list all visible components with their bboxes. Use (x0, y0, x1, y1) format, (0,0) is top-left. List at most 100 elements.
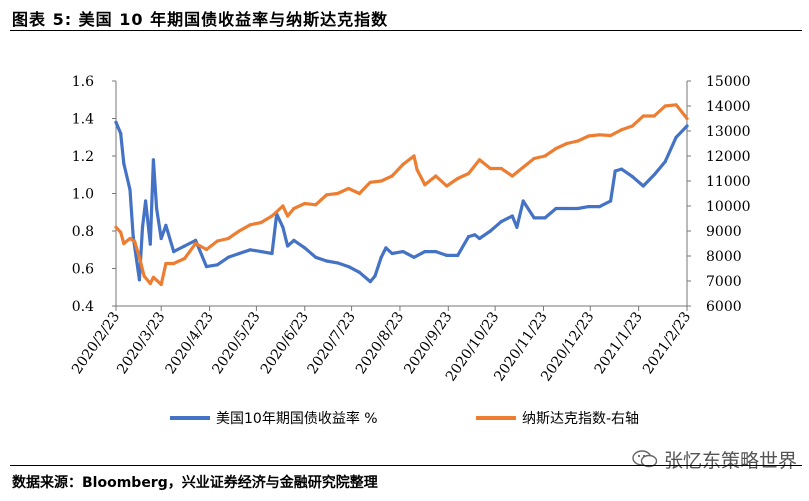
figure-title: 图表 5: 美国 10 年期国债收益率与纳斯达克指数 (12, 10, 389, 29)
data-point (368, 180, 372, 184)
data-point (159, 282, 163, 287)
data-point (215, 239, 219, 243)
data-point (685, 124, 689, 128)
data-point (515, 225, 519, 229)
y-tick-left-label: 0.4 (72, 299, 94, 315)
y-tick-right-label: 11000 (706, 174, 751, 190)
data-point (473, 233, 477, 237)
data-point (467, 235, 471, 239)
data-point (598, 205, 602, 209)
data-point (114, 225, 118, 229)
data-point (314, 203, 318, 207)
data-point (292, 206, 296, 211)
data-point (543, 154, 547, 158)
data-point (434, 250, 438, 254)
y-tick-right-label: 15000 (706, 74, 751, 90)
data-point (565, 206, 569, 211)
y-tick-right-label: 13000 (706, 124, 751, 140)
data-point (565, 141, 569, 146)
data-point (619, 128, 624, 132)
data-point (423, 183, 427, 187)
data-point (119, 131, 123, 136)
watermark: 张忆东策略世界 (632, 446, 797, 473)
data-point (423, 250, 427, 254)
axes: 0.4 0.6 0.8 1.0 1.2 1.4 1.6 6000 7000 8000 9000 100… (69, 74, 751, 384)
data-point (215, 263, 219, 267)
series-us10y (114, 120, 689, 284)
data-point (237, 229, 241, 233)
y-tick-right-label: 9000 (706, 224, 742, 240)
data-point (151, 158, 155, 162)
data-point (415, 168, 419, 172)
y-tick-right-label: 7000 (706, 274, 742, 290)
series-line (114, 120, 689, 284)
data-point (368, 280, 372, 284)
data-point (554, 206, 558, 211)
data-point (292, 238, 296, 242)
title-rule (10, 30, 802, 31)
data-point (259, 250, 263, 254)
data-point (346, 265, 351, 269)
data-point (204, 247, 209, 252)
data-point (456, 176, 460, 181)
data-point (554, 146, 558, 151)
data-point (183, 244, 187, 248)
data-point (652, 114, 656, 118)
data-point (641, 184, 645, 188)
y-tick-left-label: 0.8 (72, 224, 94, 240)
data-point (390, 251, 394, 256)
data-point (641, 114, 645, 118)
data-point (521, 199, 525, 203)
source-note: 数据来源：Bloomberg，兴业证券经济与金融研究院整理 (12, 475, 378, 491)
data-point (652, 173, 656, 177)
data-point (445, 184, 449, 188)
data-point (164, 223, 168, 227)
data-point (325, 193, 329, 197)
y-tick-left-label: 1.4 (72, 112, 94, 128)
x-tick-label: 2020/8/23 (353, 309, 407, 377)
y-tick-left-label: 0.6 (72, 262, 94, 278)
data-point (151, 275, 155, 279)
data-point (510, 214, 514, 218)
data-point (194, 238, 198, 242)
data-point (131, 235, 135, 239)
data-point (204, 265, 209, 269)
data-point (488, 166, 492, 171)
data-point (434, 174, 438, 178)
data-point (357, 191, 361, 196)
data-point (314, 255, 318, 259)
data-point (164, 261, 168, 266)
data-point (159, 236, 163, 241)
data-point (237, 251, 241, 256)
data-point (510, 174, 514, 178)
data-point (194, 241, 198, 246)
data-point (325, 259, 329, 263)
data-point (663, 160, 667, 164)
data-point (286, 244, 290, 248)
x-tick-label: 2020/9/23 (401, 309, 455, 377)
data-point (373, 274, 377, 278)
data-point (477, 158, 482, 162)
data-point (119, 230, 123, 234)
data-point (384, 246, 388, 250)
data-point (685, 116, 689, 121)
data-point (390, 174, 394, 178)
data-point (303, 201, 307, 206)
data-point (613, 169, 617, 173)
data-point (122, 161, 126, 166)
data-point (335, 191, 340, 196)
data-point (488, 229, 492, 233)
data-point (445, 253, 449, 257)
y-tick-right-label: 10000 (706, 199, 751, 215)
x-tick-label: 2020/5/23 (209, 309, 263, 377)
data-point (183, 256, 187, 261)
data-point (532, 216, 536, 220)
data-point (379, 255, 383, 259)
x-tick-label: 2020/7/23 (305, 309, 359, 377)
data-point (137, 278, 141, 282)
legend-label: 纳斯达克指数-右轴 (522, 411, 639, 427)
data-point (142, 274, 146, 278)
data-point (456, 253, 460, 257)
data-point (148, 281, 152, 286)
data-point (477, 236, 482, 241)
